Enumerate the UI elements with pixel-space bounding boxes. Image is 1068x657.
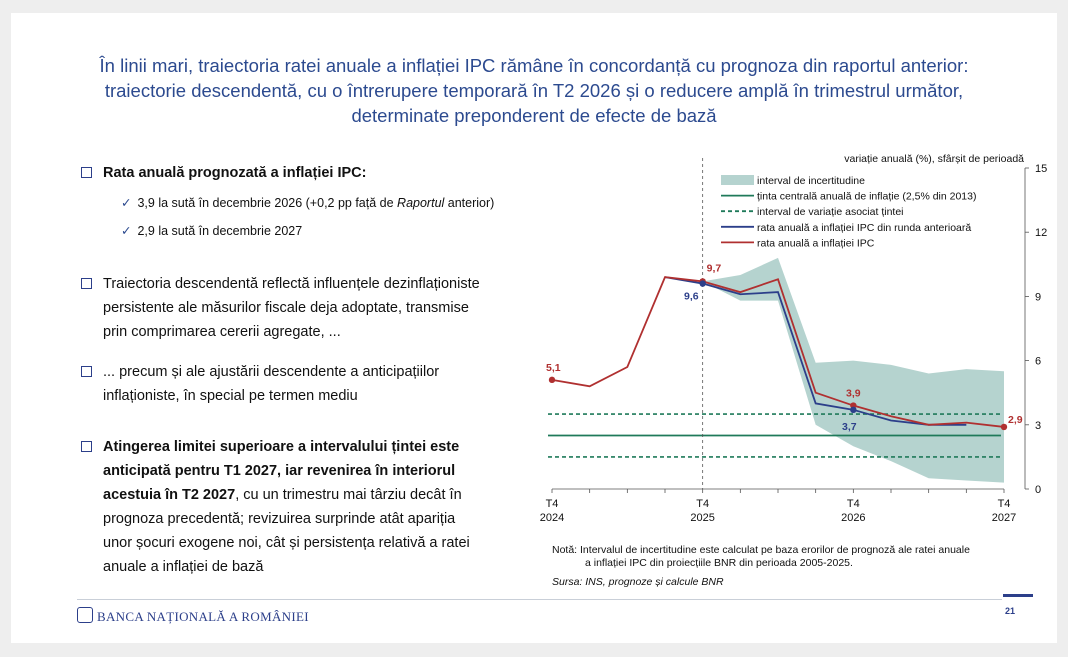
data-label-prev-2025: 9,6 [684, 291, 699, 303]
uncertainty-band [702, 257, 1004, 483]
bullet-3-line: ... precum și ale ajustării descendente … [103, 364, 440, 380]
legend-previous-round: rata anuală a inflației IPC din runda an… [757, 222, 971, 234]
sub-bullet-1-text-b: anterior) [444, 196, 495, 210]
bnr-emblem-icon [77, 607, 93, 623]
bullet-4-text: Atingerea limitei superioare a intervalu… [103, 435, 553, 579]
bullet-4-line: prognoza precedentă; revizuirea surprind… [103, 511, 456, 527]
legend-swatch-band [721, 175, 754, 185]
sub-bullet-2: ✓ 2,9 la sută în decembrie 2027 [121, 221, 302, 241]
chart-note: Notă: Intervalul de incertitudine este c… [552, 544, 970, 570]
bullet-4-bold-part: acestuia în T2 2027 [103, 487, 236, 503]
bullet-4-rest: , cu un trimestru mai târziu decât în [235, 487, 462, 503]
bullet-4-line: Atingerea limitei superioare a intervalu… [103, 439, 460, 455]
inflation-chart: 0 3 6 9 12 15 T4 2024 T4 2025 T4 2026 T4 2027 interva… [540, 153, 1047, 524]
sub-bullet-2-text: 2,9 la sută în decembrie 2027 [137, 224, 303, 238]
cpi-inflation-point [1000, 423, 1008, 431]
data-label-start: 5,1 [546, 362, 561, 374]
previous-round-point [850, 406, 857, 414]
x-tick-label: T4 [847, 498, 860, 510]
bullet-4-line: acestuia în T2 2027, cu un trimestru mai… [103, 483, 553, 507]
y-tick-label: 12 [1035, 227, 1047, 239]
previous-round-point [699, 280, 706, 287]
x-tick-label: 2025 [690, 512, 714, 524]
bullet-2-line: prin comprimarea cererii agregate, ... [103, 324, 341, 340]
square-bullet-icon [81, 366, 92, 377]
legend-band: interval de incertitudine [757, 175, 865, 187]
y-axis-label: variație anuală (%), sfârșit de perioadă [844, 153, 1024, 165]
data-label-prev-2026: 3,7 [842, 421, 857, 433]
legend-target-central: ținta centrală anuală de inflație (2,5% … [757, 191, 976, 203]
cpi-inflation-point [548, 376, 556, 384]
data-label-cur-2025: 9,7 [707, 262, 722, 274]
note-line-2: a inflației IPC din proiecțiile BNR din … [585, 557, 853, 569]
sub-bullet-1-text-a: 3,9 la sută în decembrie 2026 (+0,2 pp f… [137, 196, 398, 210]
bullet-2-text: Traiectoria descendentă reflectă influen… [103, 272, 553, 344]
y-tick-label: 9 [1035, 291, 1041, 303]
x-tick-label: T4 [998, 498, 1011, 510]
square-bullet-icon [81, 278, 92, 289]
footer-divider [77, 599, 1002, 600]
bnr-logo: BANCA NAȚIONALĂ A ROMÂNIEI [77, 607, 309, 625]
page-number-accent [1003, 594, 1033, 597]
slide-title: În linii mari, traiectoria ratei anuale … [11, 53, 1057, 128]
sub-bullet-1-emphasis: Raportul [397, 196, 445, 210]
x-tick-label: T4 [696, 498, 709, 510]
bullet-3-line: inflaționiste, în special pe termen medi… [103, 388, 358, 404]
data-label-cur-2027: 2,9 [1008, 414, 1023, 426]
bnr-logo-text: BANCA NAȚIONALĂ A ROMÂNIEI [97, 609, 309, 624]
bullet-2-line: Traiectoria descendentă reflectă influen… [103, 276, 480, 292]
bullet-4-line: anuale a inflației de bază [103, 559, 264, 575]
title-line-3: determinate preponderent de efecte de ba… [351, 105, 717, 126]
y-tick-label: 0 [1035, 484, 1041, 496]
x-tick-label: 2027 [992, 512, 1016, 524]
y-tick-label: 6 [1035, 356, 1041, 368]
square-bullet-icon [81, 441, 92, 452]
checkmark-icon: ✓ [121, 224, 132, 238]
legend-target-range: interval de variație asociat țintei [757, 206, 904, 218]
bullet-4-line: unor șocuri exogene noi, cât și persiste… [103, 535, 470, 551]
title-line-2: traiectorie descendentă, cu o întreruper… [104, 80, 964, 101]
chart-legend: interval de incertitudine ținta centrală … [721, 175, 976, 249]
title-line-1: În linii mari, traiectoria ratei anuale … [99, 55, 969, 76]
y-tick-label: 15 [1035, 163, 1047, 175]
note-line-1: Notă: Intervalul de incertitudine este c… [552, 544, 970, 556]
checkmark-icon: ✓ [121, 196, 132, 210]
x-tick-label: 2024 [540, 512, 564, 524]
slide: În linii mari, traiectoria ratei anuale … [11, 13, 1057, 643]
series-line-cpi-inflation [551, 276, 1005, 428]
square-bullet-icon [81, 167, 92, 178]
bullet-3-text: ... precum și ale ajustării descendente … [103, 360, 553, 408]
x-tick-label: T4 [546, 498, 559, 510]
page-number: 21 [1005, 606, 1016, 616]
legend-cpi-inflation: rata anuală a inflației IPC [757, 237, 875, 249]
bullet-1-text: Rata anuală prognozată a inflației IPC: [103, 165, 367, 181]
sub-bullet-1: ✓ 3,9 la sută în decembrie 2026 (+0,2 pp … [121, 193, 494, 213]
y-tick-label: 3 [1035, 420, 1041, 432]
series-line-previous-round [664, 276, 967, 426]
bullet-4-line: anticipată pentru T1 2027, iar revenirea… [103, 463, 456, 479]
bullet-2-line: persistente ale măsurilor fiscale deja a… [103, 300, 469, 316]
x-tick-label: 2026 [841, 512, 865, 524]
chart-source: Sursa: INS, prognoze și calcule BNR [552, 576, 724, 588]
data-label-cur-2026: 3,9 [846, 388, 861, 400]
